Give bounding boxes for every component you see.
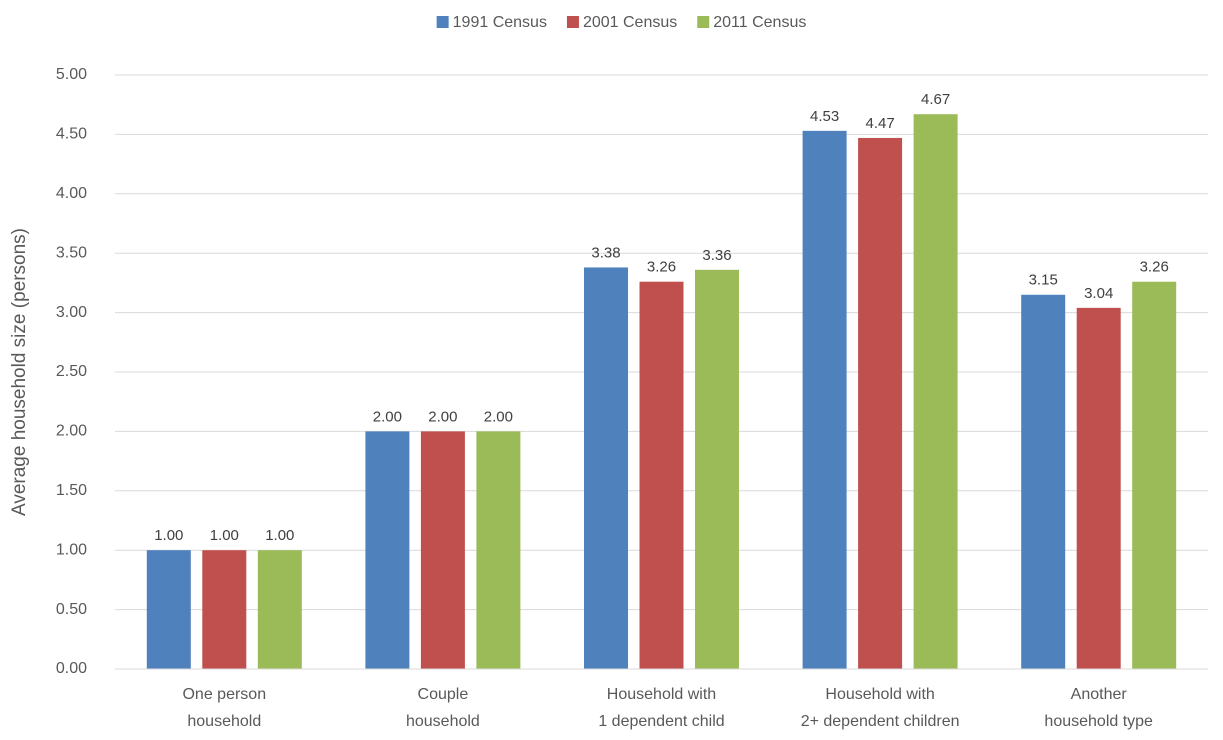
legend-swatch (697, 16, 710, 28)
data-label: 3.36 (702, 247, 731, 264)
data-label: 4.53 (810, 108, 839, 125)
data-label: 2.00 (484, 408, 513, 425)
data-label: 4.67 (921, 91, 950, 108)
y-axis-title: Average household size (persons) (9, 228, 30, 516)
data-label: 3.04 (1084, 285, 1113, 302)
legend: 1991 Census 2001 Census 2011 Census (436, 14, 806, 31)
y-tick-label: 3.00 (56, 304, 87, 321)
bar (257, 550, 302, 669)
bar (858, 137, 903, 670)
y-tick-label: 5.00 (56, 66, 87, 83)
bar (695, 269, 739, 669)
y-tick-label: 4.50 (56, 126, 87, 143)
bar (584, 267, 628, 669)
y-tick-label: 3.50 (56, 244, 87, 261)
x-tick-label: Household with (825, 686, 934, 703)
legend-swatch (566, 16, 579, 28)
y-tick-label: 1.00 (56, 541, 87, 558)
x-tick-label: Another (1071, 686, 1128, 703)
y-tick-label: 1.50 (56, 482, 87, 499)
bar (202, 550, 247, 669)
bar (365, 431, 410, 669)
y-tick-label: 2.50 (56, 363, 87, 380)
data-label: 3.26 (1140, 259, 1169, 276)
x-tick-label: household (187, 713, 261, 730)
bar (146, 550, 191, 669)
legend-swatch (436, 16, 449, 28)
legend-label: 1991 Census (453, 14, 547, 31)
y-tick-label: 4.00 (56, 185, 87, 202)
data-label: 2.00 (428, 408, 457, 425)
data-label: 3.38 (591, 244, 620, 261)
y-tick-label: 0.50 (56, 601, 87, 618)
data-label: 1.00 (265, 527, 294, 544)
data-label: 3.26 (647, 259, 676, 276)
bar (476, 431, 521, 669)
legend-label: 2011 Census (713, 14, 806, 31)
x-tick-label: household (406, 713, 480, 730)
y-tick-label: 2.00 (56, 423, 87, 440)
x-tick-label: 1 dependent child (598, 713, 724, 730)
data-label: 3.15 (1029, 272, 1058, 289)
bar (1021, 294, 1066, 669)
data-label: 4.47 (865, 115, 894, 132)
bar (1076, 307, 1121, 669)
x-tick-label: Couple (418, 686, 469, 703)
bar (639, 281, 684, 669)
data-label: 1.00 (154, 527, 183, 544)
x-tick-label: 2+ dependent children (801, 713, 960, 730)
x-tick-label: Household with (607, 686, 716, 703)
bar (420, 431, 465, 669)
bar (802, 130, 847, 669)
bar (913, 114, 958, 670)
legend-label: 2001 Census (583, 14, 677, 31)
data-label: 1.00 (210, 527, 239, 544)
x-tick-label: household type (1044, 713, 1153, 730)
bar (1132, 281, 1177, 669)
data-label: 2.00 (373, 408, 402, 425)
x-tick-label: One person (182, 686, 266, 703)
y-tick-label: 0.00 (56, 660, 87, 677)
